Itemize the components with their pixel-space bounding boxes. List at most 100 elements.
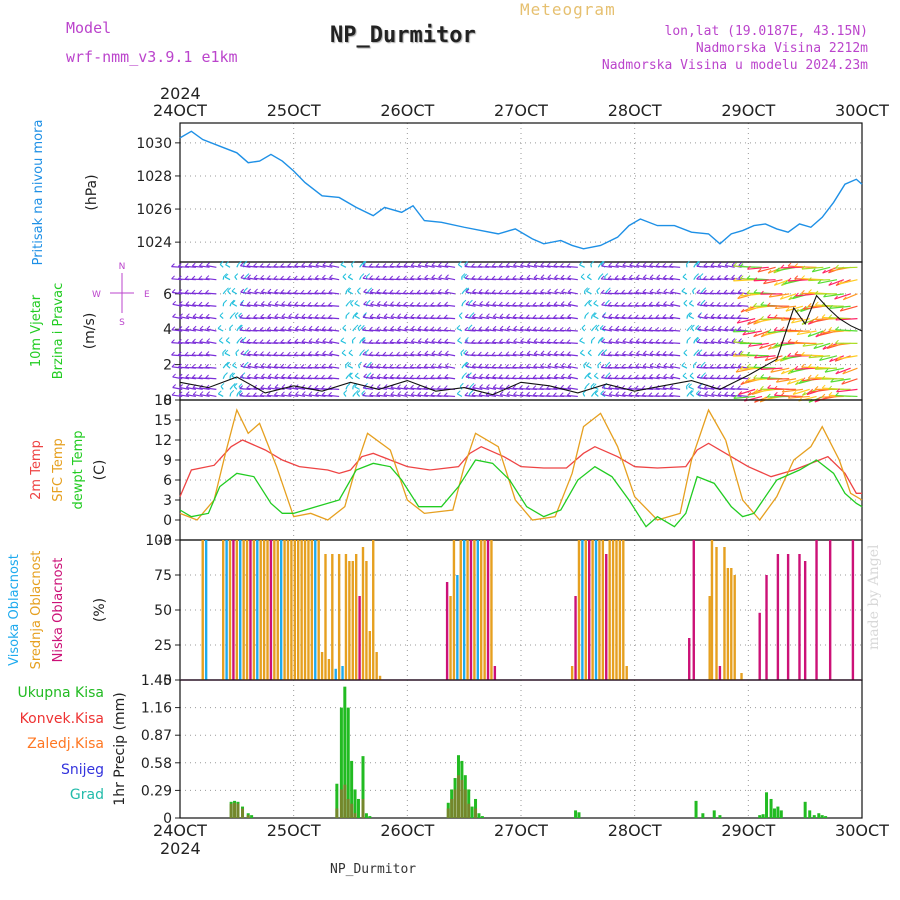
- wind-barb: [724, 277, 735, 281]
- wind-barb-tail: [244, 361, 249, 366]
- wind-barb-tail: [397, 384, 401, 389]
- wind-barb-tail: [704, 391, 709, 395]
- wind-barb-tail: [753, 320, 757, 325]
- wind-barb-tail: [329, 338, 333, 342]
- wind-barb: [669, 342, 681, 344]
- wind-barb: [590, 264, 593, 268]
- wind-barb: [655, 317, 667, 320]
- wind-barb-tail: [307, 384, 312, 389]
- wind-barb-tail: [835, 264, 839, 269]
- wind-barb-tail: [430, 314, 434, 319]
- wind-barb: [396, 265, 408, 268]
- wind-barb-tail: [464, 339, 469, 344]
- wind-barb-tail: [368, 361, 372, 366]
- precip-bar-total: [765, 792, 769, 818]
- wind-barb: [608, 316, 619, 320]
- wind-barb-tail: [798, 380, 803, 384]
- cloud-bar: [715, 547, 718, 680]
- cloud-bar: [815, 540, 818, 680]
- wind-barb-tail: [253, 262, 257, 267]
- wind-barb-tail: [403, 374, 407, 379]
- wind-barb-tail: [360, 273, 365, 277]
- wind-barb-tail: [615, 262, 620, 266]
- wind-barb-tail: [710, 351, 714, 356]
- wind-barb-tail: [601, 384, 606, 389]
- wind-barb: [247, 376, 258, 380]
- wind-barb-tail: [259, 326, 264, 331]
- wind-barb-tail: [238, 336, 243, 341]
- wind-barb-tail: [300, 364, 305, 368]
- wind-barb-tail: [567, 373, 572, 378]
- wind-barb-tail: [697, 384, 702, 388]
- wind-barb-tail: [383, 326, 387, 330]
- wind-barb: [560, 353, 572, 357]
- wind-barb-tail: [815, 333, 820, 338]
- wind-barb: [307, 366, 319, 369]
- wind-barb-tail: [471, 263, 475, 267]
- wind-barb-tail: [553, 350, 558, 355]
- wind-barb-tail: [346, 382, 351, 387]
- wind-barb-tail: [771, 344, 776, 349]
- wind-barb-tail: [567, 384, 572, 389]
- wind-barb-tail: [397, 391, 402, 395]
- wind-barb: [471, 329, 483, 332]
- wind-barb: [801, 354, 824, 357]
- wind-barb-tail: [814, 290, 819, 295]
- wind-barb-tail: [463, 287, 468, 292]
- wind-barb-tail: [314, 385, 319, 389]
- cloud-bar: [803, 561, 807, 680]
- wind-barb: [172, 386, 183, 390]
- wind-barb-tail: [437, 392, 441, 396]
- precip-bar-total: [712, 810, 716, 818]
- wind-barb: [430, 304, 442, 307]
- wind-barb: [681, 365, 688, 369]
- wind-barb: [780, 293, 797, 300]
- wind-barb: [218, 340, 224, 344]
- wind-barb-tail: [606, 361, 611, 366]
- wind-barb-tail: [559, 339, 564, 343]
- wind-barb-tail: [205, 313, 210, 318]
- wind-barb-tail: [780, 316, 785, 321]
- wind-barb-tail: [621, 391, 626, 396]
- wind-barb-tail: [307, 351, 312, 355]
- wind-barb-tail: [842, 296, 847, 301]
- wind-barb-tail: [689, 372, 694, 377]
- x-tick-label-top: 25OCT: [267, 101, 321, 120]
- y-tick-label: 15: [154, 413, 172, 429]
- wind-barb: [397, 341, 408, 344]
- wind-barb-tail: [703, 275, 707, 280]
- wind-barb: [456, 393, 463, 397]
- wind-barb-tail: [368, 287, 373, 292]
- wind-barb: [199, 341, 210, 344]
- wind-barb-tail: [687, 312, 691, 316]
- wind-barb: [794, 265, 817, 268]
- wind-barb-tail: [484, 339, 489, 343]
- wind-barb-tail: [506, 391, 511, 395]
- wind-barb-tail: [260, 313, 264, 318]
- precip-bar-total: [769, 798, 773, 818]
- wind-barb-tail: [177, 351, 182, 356]
- wind-barb-tail: [591, 312, 596, 316]
- wind-barb-tail: [648, 392, 653, 397]
- wind-barb: [315, 328, 326, 332]
- wind-barb-tail: [731, 338, 736, 342]
- precip-bar-total: [776, 806, 780, 818]
- wind-barb-tail: [470, 312, 475, 316]
- wind-barb-tail: [567, 351, 571, 355]
- wind-barb-tail: [821, 384, 826, 389]
- wind-barb-tail: [801, 351, 805, 356]
- cloud-bar: [584, 540, 587, 680]
- precip-bar-total: [820, 815, 824, 818]
- wind-barb-tail: [361, 349, 365, 354]
- wind-barb-tail: [267, 313, 272, 318]
- wind-barb: [280, 341, 292, 344]
- y-tick-label: 1026: [136, 202, 172, 218]
- wind-barb: [737, 394, 749, 398]
- wind-barb-tail: [300, 275, 305, 280]
- wind-barb-tail: [781, 388, 786, 393]
- wind-barb-tail: [774, 358, 779, 362]
- wind-barb: [656, 376, 667, 380]
- wind-barb-tail: [423, 374, 428, 379]
- wind-barb-tail: [560, 314, 564, 318]
- wind-barb-tail: [709, 364, 714, 368]
